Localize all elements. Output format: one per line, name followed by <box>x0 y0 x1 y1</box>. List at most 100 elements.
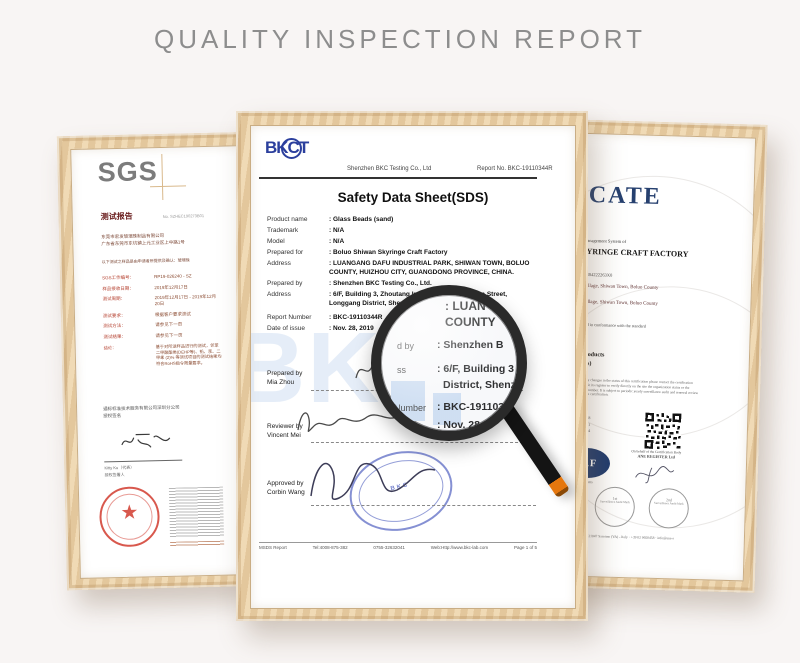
magnified-watermark <box>433 393 461 425</box>
field-row: Product name Glass Beads (sand) <box>267 215 535 224</box>
footer-report-type: MSDS Report <box>259 545 287 550</box>
magnified-text: : Shenzhen B <box>437 339 504 351</box>
footer-page: Page 1 of 5 <box>513 545 537 550</box>
field-row: 测试方法： 请参见下一页 <box>103 321 221 330</box>
bkc-logo: BKCT <box>265 138 309 159</box>
footer-fax: 0755-32632041 <box>373 545 405 550</box>
signature-corbin <box>310 462 436 500</box>
audit-circle-text: Surveillance Audit Mark <box>653 500 684 506</box>
magnified-watermark <box>391 381 425 421</box>
field-value: Shenzhen BKC Testing Co., Ltd. <box>329 279 535 288</box>
field-value: 2019年12月17日 - 2019年12月20日 <box>154 293 217 307</box>
field-value: BKC-19110344R <box>329 313 535 322</box>
sgs-report-number: No. SZHEC190273B01 <box>162 213 205 219</box>
footer-web: Web:Http://www.bkc-lab.com <box>430 545 489 550</box>
signature-registrar <box>635 466 675 484</box>
field-label: 测试结果： <box>103 333 126 339</box>
footer-tel: Tel:4008-875-382 <box>312 545 348 550</box>
field-label: 测试周期： <box>102 295 126 302</box>
magnified-text: : 6/F, Building 3 <box>437 363 515 375</box>
sign-label: Approved by <box>267 480 304 487</box>
magnifier-lens-view: : LUAN COUNTY d by : Shenzhen B ss : 6/F… <box>381 295 517 431</box>
sgs-intro-line: 以下测试之样品是由申请者所提供及确认：玻璃珠 <box>101 257 190 265</box>
certificate-note: garding any changes in the status of thi… <box>571 377 699 397</box>
field-row: Date of issue Nov. 28, 2019 <box>267 324 535 333</box>
certificate-title: ICATE <box>577 181 663 211</box>
sgs-company-block: 东莞市宏发玻璃珠制品有限公司 广东省东莞市东坑镇上元工业区上中路1号 <box>101 231 185 247</box>
magnified-text: : BKC-1911034 <box>437 401 510 413</box>
field-value: N/A <box>329 237 535 246</box>
field-value: LUANGANG DAFU INDUSTRIAL PARK, SHIWAN TO… <box>329 259 535 277</box>
sds-doc-title: Safety Data Sheet(SDS) <box>337 190 489 205</box>
field-label: Report Number <box>267 314 312 321</box>
magnified-label: t Number <box>389 403 427 413</box>
signature-line <box>311 505 536 506</box>
magnified-label: ss <box>397 365 406 375</box>
sgs-report-paper: SGS 测试报告 No. SZHEC190273B01 东莞市宏发玻璃珠制品有限… <box>70 145 258 579</box>
signature-kitty <box>121 433 171 448</box>
sign-block-approved: Approved by Corbin Wang <box>267 479 305 497</box>
sign-name: Vincent Mei <box>267 432 301 439</box>
field-label: Trademark <box>267 227 299 234</box>
bkc-logo-ring <box>281 138 302 159</box>
sign-block-reviewer: Reviewer by Vincent Mei <box>267 422 303 440</box>
signature-line <box>311 442 523 443</box>
conclusion-text: 基于对所送样品进行的测试，邻苯二甲酸酯类(DEHP等)、铅、汞、二甲苯 (2)%… <box>155 342 222 366</box>
magnified-label: f issue <box>393 421 420 431</box>
field-label: Date of issue <box>267 325 305 332</box>
field-value: RP19-026240 - SZ <box>154 273 192 280</box>
field-row: SGS工作编号： RP19-026240 - SZ <box>102 273 220 282</box>
magnified-label: d by <box>397 341 415 351</box>
sgs-logo: SGS <box>97 156 159 188</box>
signer-representative: Kitty Ku（代表） <box>104 464 135 471</box>
signature-vincent <box>297 412 400 432</box>
sign-label: Prepared by <box>267 370 303 377</box>
magnifier-lens: : LUAN COUNTY d by : Shenzhen B ss : 6/F… <box>371 285 527 441</box>
certificate-frame: ICATE lity Management System of SKYRINGE… <box>550 119 768 593</box>
field-row: 测试周期： 2019年12月17日 - 2019年12月20日 <box>103 294 221 309</box>
field-label: 测试方法： <box>103 322 126 329</box>
field-row: Trademark N/A <box>267 226 535 235</box>
field-value: N/A <box>329 226 535 235</box>
sgs-logo-accent-line <box>161 153 164 200</box>
signer-auth-label: 授权签名 <box>103 412 122 419</box>
magnified-text: : LUAN <box>445 299 486 313</box>
sign-name: Mia Zhou <box>267 379 295 386</box>
field-row: Prepared for Boluo Shiwan Skyringe Craft … <box>267 248 535 257</box>
field-value: 请参见下一页 <box>155 321 183 328</box>
sgs-company-address: 广东省东莞市东坑镇上元工业区上中路1号 <box>101 239 185 247</box>
audit-circle-text: Surveillance Audit Mark <box>600 499 630 505</box>
field-label: Address <box>267 291 291 298</box>
qr-code-icon <box>644 412 682 450</box>
field-row: 样品接收日期： 2019年12月17日 <box>102 283 220 292</box>
field-row: Prepared by Shenzhen BKC Testing Co., Ltd… <box>267 279 535 288</box>
sign-label: Reviewer by <box>267 423 303 430</box>
sgs-logo-accent-line <box>150 185 187 188</box>
magnified-text: COUNTY <box>445 315 496 329</box>
sds-footer: MSDS Report Tel:4008-875-382 0755-326320… <box>259 545 537 550</box>
certificate-paper: ICATE lity Management System of SKYRINGE… <box>563 132 757 582</box>
field-value: Glass Beads (sand) <box>329 215 535 224</box>
magnified-text: District, Shenzh <box>443 379 517 391</box>
page-title: QUALITY INSPECTION REPORT <box>153 24 646 54</box>
sign-block-prepared: Prepared by Mia Zhou <box>267 369 302 387</box>
field-label: Product name <box>267 216 308 223</box>
field-label: 样品接收日期： <box>102 285 134 291</box>
field-value: 根据客户要求测试 <box>154 310 191 317</box>
field-value: 请参见下一页 <box>155 332 183 338</box>
signer-role: 授权签署人 <box>104 471 125 478</box>
sign-name: Corbin Wang <box>267 489 305 496</box>
field-label: Model <box>267 238 285 245</box>
header-company: Shenzhen BKC Testing Co., Ltd <box>347 166 432 172</box>
star-icon: ★ <box>120 501 139 525</box>
fine-print-block <box>168 486 225 538</box>
sgs-conclusion: 结论： 基于对所送样品进行的测试，邻苯二甲酸酯类(DEHP等)、铅、汞、二甲苯 … <box>104 343 222 368</box>
header-report-number: Report No. BKC-19110344R <box>477 166 553 172</box>
sgs-report-frame: SGS 测试报告 No. SZHEC190273B01 东莞市宏发玻璃珠制品有限… <box>56 131 270 591</box>
field-label: Address <box>267 260 291 267</box>
field-value: 2019年12月17日 <box>154 283 188 290</box>
field-label: 测试要求： <box>102 312 126 318</box>
footer-rule <box>259 542 537 543</box>
conclusion-label: 结论： <box>103 345 117 351</box>
